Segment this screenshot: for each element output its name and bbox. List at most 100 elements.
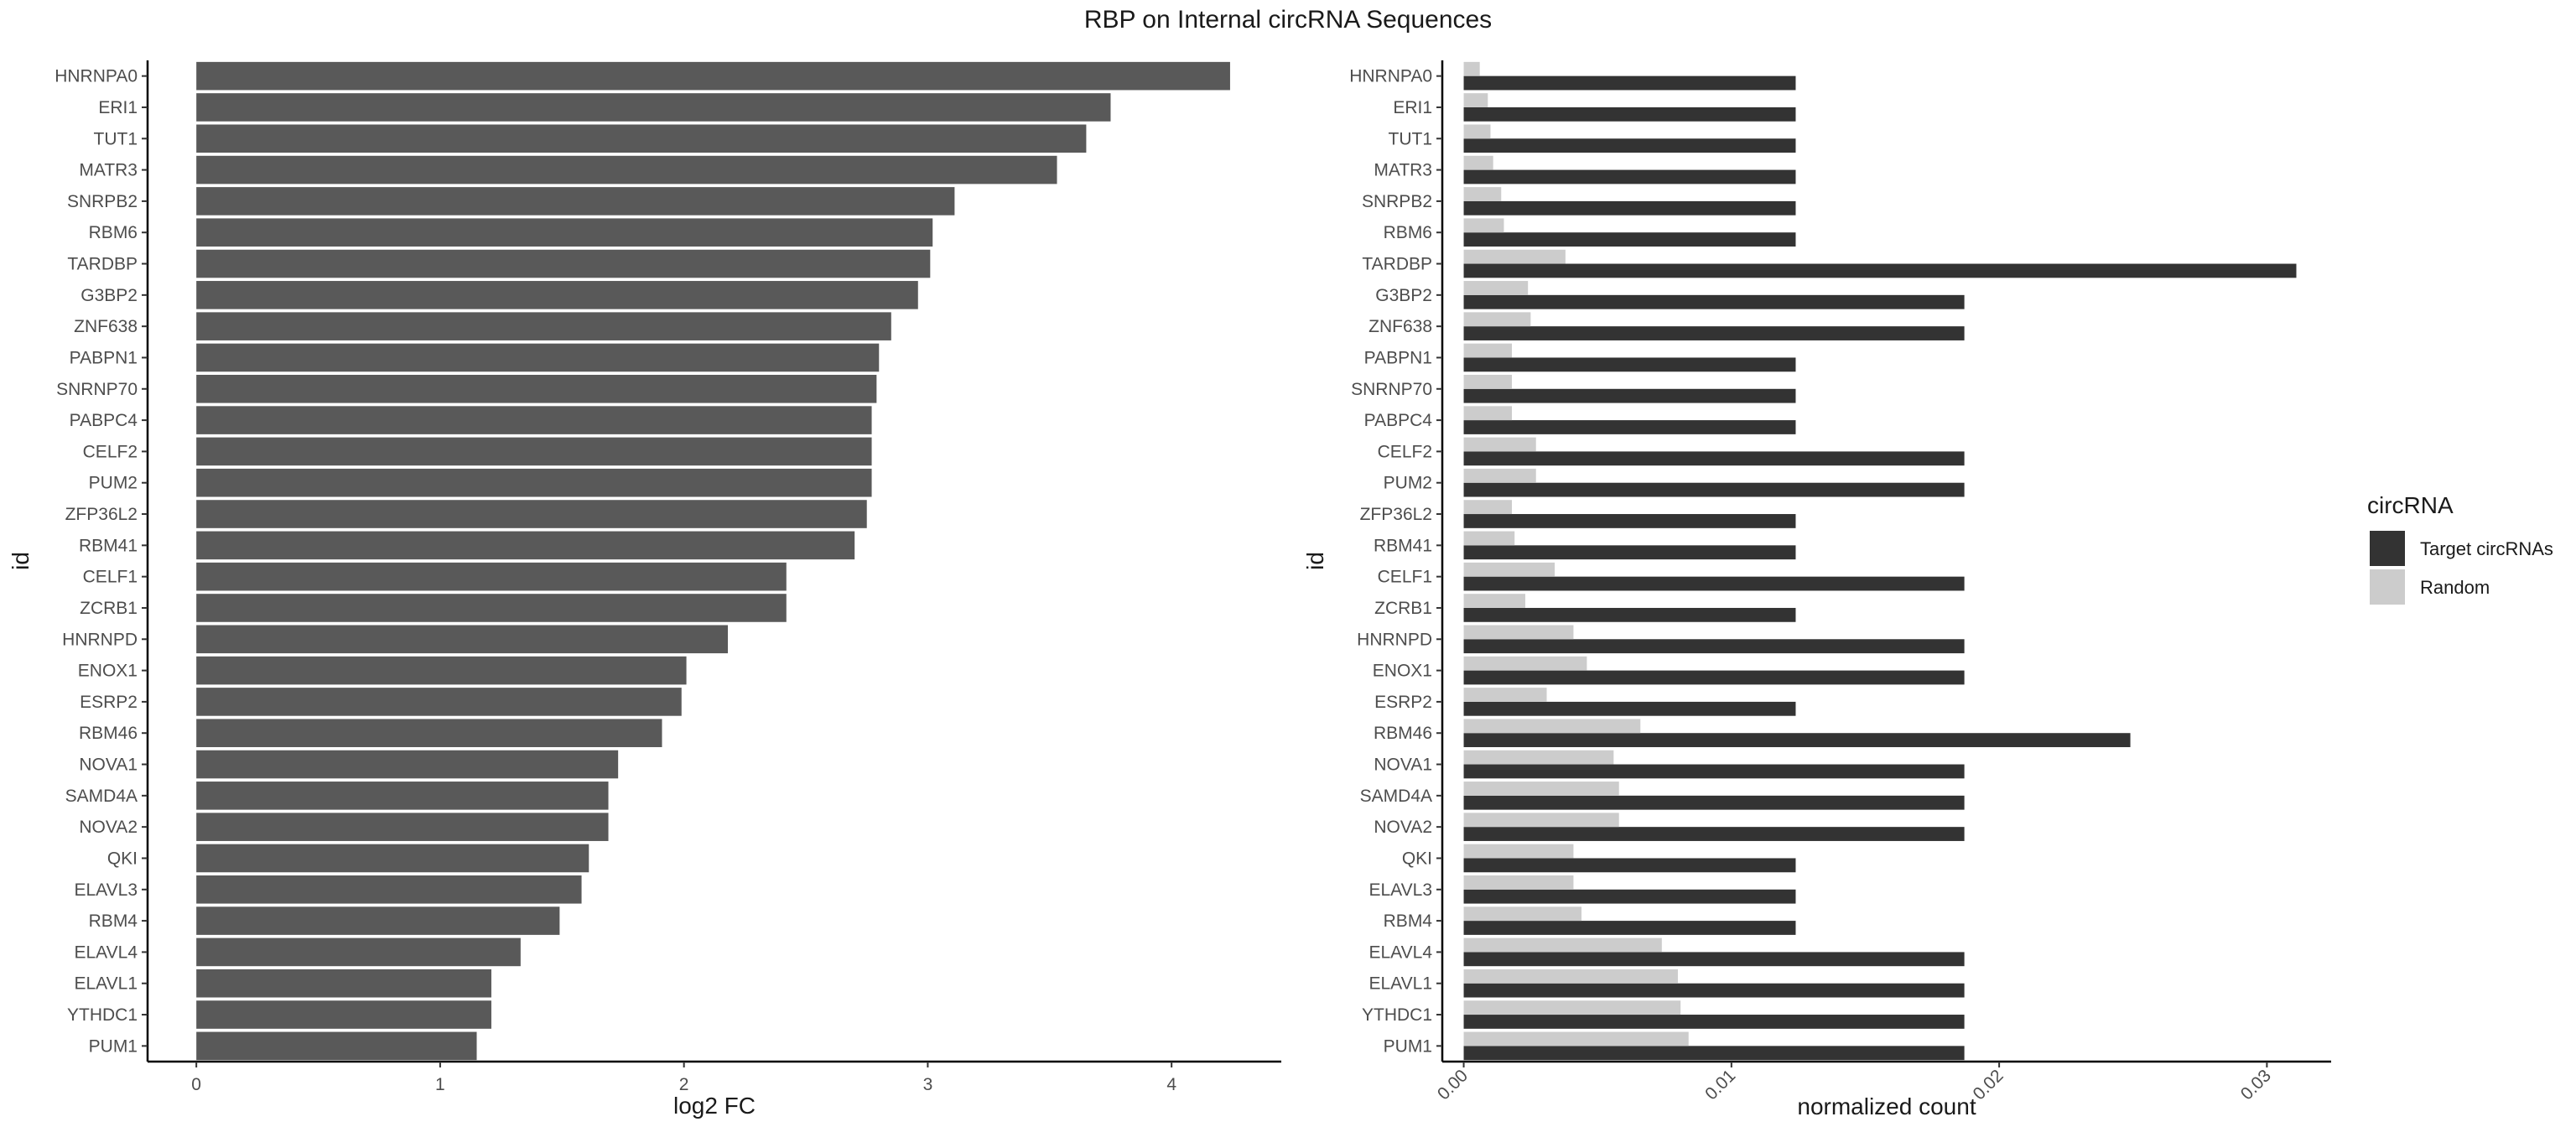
right-xtick-label: 0.01 xyxy=(1701,1066,1739,1104)
right-ytick-label: PABPC4 xyxy=(1364,411,1433,430)
right-ytick-label: NOVA2 xyxy=(1374,818,1432,837)
right-ytick-label: ELAVL3 xyxy=(1369,880,1433,900)
bar-tut1-random xyxy=(1463,124,1491,139)
left-ytick-label: QKI xyxy=(107,849,138,868)
bar-snrpb2-random xyxy=(1463,187,1502,201)
left-ytick-label: PABPN1 xyxy=(70,348,138,367)
left-ytick-label: RBM6 xyxy=(89,223,138,242)
bar-rbm4-target xyxy=(1463,921,1796,935)
right-ytick-label: G3BP2 xyxy=(1375,286,1432,305)
legend-key-target xyxy=(2370,531,2405,566)
bar-tardbp xyxy=(196,249,931,278)
bar-tut1 xyxy=(196,124,1087,153)
bar-elavl1 xyxy=(196,969,491,998)
bar-pum1-random xyxy=(1463,1031,1689,1046)
right-ytick-label: RBM41 xyxy=(1374,536,1432,555)
bar-pabpn1-target xyxy=(1463,357,1796,372)
bar-zfp36l2-random xyxy=(1463,500,1513,515)
left-xtick-label: 4 xyxy=(1166,1075,1176,1094)
bar-celf1-random xyxy=(1463,562,1555,577)
legend-title: circRNA xyxy=(2367,492,2454,518)
bar-ythdc1-random xyxy=(1463,1000,1681,1015)
right-ytick-label: ZNF638 xyxy=(1368,317,1432,336)
left-ytick-label: NOVA1 xyxy=(79,756,138,775)
left-ytick-label: NOVA2 xyxy=(79,818,138,837)
bar-matr3-random xyxy=(1463,155,1493,170)
bar-nova1-random xyxy=(1463,750,1614,765)
bar-nova1-target xyxy=(1463,764,1965,779)
bar-pum1-target xyxy=(1463,1046,1965,1061)
bar-rbm41-random xyxy=(1463,531,1515,546)
left-ytick-label: SNRPB2 xyxy=(67,192,138,211)
legend-key-random xyxy=(2370,569,2405,605)
bar-snrnp70-target xyxy=(1463,388,1796,403)
left-x-axis-title: log2 FC xyxy=(673,1093,756,1119)
right-x-axis-title: normalized count xyxy=(1797,1093,1976,1119)
legend-label-random: Random xyxy=(2420,577,2490,598)
left-xtick-label: 0 xyxy=(191,1075,201,1094)
bar-pum1 xyxy=(196,1031,477,1061)
bar-enox1 xyxy=(196,656,687,685)
bar-elavl1-target xyxy=(1463,983,1965,998)
bar-eri1-random xyxy=(1463,93,1488,107)
right-ytick-label: CELF2 xyxy=(1378,442,1432,461)
right-ytick-label: RBM6 xyxy=(1384,223,1432,242)
bar-tut1-target xyxy=(1463,138,1796,153)
left-ytick-label: PABPC4 xyxy=(70,411,138,430)
bar-tardbp-random xyxy=(1463,249,1566,264)
left-xtick-label: 3 xyxy=(923,1075,933,1094)
bar-hnrnpd xyxy=(196,625,728,654)
bar-qki-random xyxy=(1463,844,1574,859)
bar-rbm6 xyxy=(196,218,933,247)
bar-ythdc1-target xyxy=(1463,1015,1965,1029)
bar-rbm6-target xyxy=(1463,232,1796,247)
bar-elavl4 xyxy=(196,937,521,967)
bar-celf1-target xyxy=(1463,576,1965,591)
bar-zfp36l2 xyxy=(196,500,867,528)
left-ytick-label: RBM41 xyxy=(79,536,138,555)
bar-hnrnpa0 xyxy=(196,61,1230,91)
right-ytick-label: ERI1 xyxy=(1393,98,1432,117)
left-ytick-label: TUT1 xyxy=(94,129,138,148)
bar-nova2-random xyxy=(1463,813,1619,828)
bar-zcrb1-target xyxy=(1463,607,1796,622)
left-ytick-label: PUM2 xyxy=(89,474,138,493)
bar-pum2-random xyxy=(1463,468,1536,483)
left-ytick-label: YTHDC1 xyxy=(67,1005,138,1025)
bar-rbm41 xyxy=(196,531,855,560)
right-ytick-label: ZCRB1 xyxy=(1374,599,1432,618)
left-ytick-label: SAMD4A xyxy=(65,787,138,806)
right-ytick-label: ELAVL1 xyxy=(1369,974,1433,994)
bar-samd4a-random xyxy=(1463,782,1619,796)
right-ytick-label: TARDBP xyxy=(1362,255,1432,274)
bar-eri1-target xyxy=(1463,106,1796,122)
left-ytick-label: MATR3 xyxy=(79,161,138,180)
bar-snrnp70-random xyxy=(1463,374,1513,389)
right-ytick-label: RBM4 xyxy=(1384,911,1433,931)
bar-pabpc4-random xyxy=(1463,406,1513,421)
bar-eri1 xyxy=(196,93,1111,122)
bar-rbm46-target xyxy=(1463,733,2131,748)
legend-label-target: Target circRNAs xyxy=(2420,538,2553,559)
bar-hnrnpd-random xyxy=(1463,625,1574,640)
right-y-axis-title: id xyxy=(1302,552,1328,570)
bar-elavl4-random xyxy=(1463,937,1662,953)
bar-hnrnpa0-target xyxy=(1463,75,1796,91)
bar-matr3-target xyxy=(1463,169,1796,184)
right-ytick-label: YTHDC1 xyxy=(1362,1005,1432,1025)
right-ytick-label: QKI xyxy=(1402,849,1432,868)
bar-rbm46-random xyxy=(1463,719,1641,734)
bar-nova1 xyxy=(196,750,619,779)
left-ytick-label: TARDBP xyxy=(67,255,138,274)
left-ytick-label: HNRNPD xyxy=(62,630,138,649)
left-ytick-label: ZCRB1 xyxy=(80,599,138,618)
right-ytick-label: NOVA1 xyxy=(1374,756,1432,775)
bar-zcrb1-random xyxy=(1463,594,1525,608)
bar-rbm46 xyxy=(196,719,662,748)
right-ytick-label: PUM1 xyxy=(1384,1036,1432,1056)
bar-enox1-target xyxy=(1463,670,1965,685)
bar-celf2-random xyxy=(1463,437,1536,452)
bar-celf2 xyxy=(196,437,872,466)
